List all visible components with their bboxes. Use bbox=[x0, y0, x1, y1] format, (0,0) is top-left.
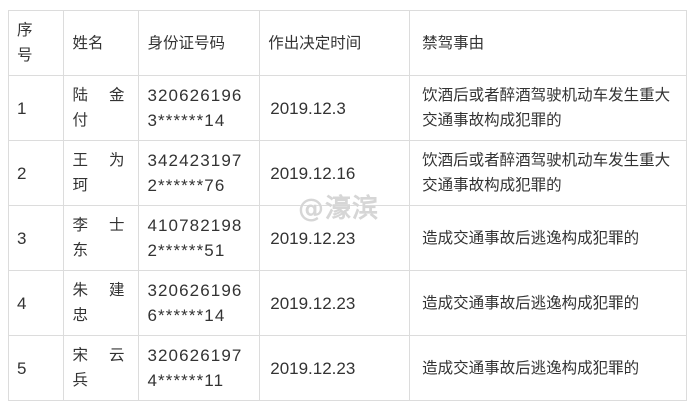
cell-name: 陆金付 bbox=[63, 75, 140, 141]
cell-seq: 4 bbox=[7, 270, 65, 336]
cell-date: 2019.12.23 bbox=[259, 335, 411, 401]
table-row: 1 陆金付 3206261963******14 2019.12.3 饮酒后或者醉酒驾驶… bbox=[7, 75, 687, 141]
cell-id: 3206261963******14 bbox=[138, 75, 261, 141]
cell-date: 2019.12.23 bbox=[259, 205, 411, 271]
header-seq: 序号 bbox=[7, 10, 65, 76]
header-id: 身份证号码 bbox=[138, 10, 261, 76]
header-date: 作出决定时间 bbox=[259, 10, 411, 76]
cell-date: 2019.12.23 bbox=[259, 270, 411, 336]
table-row: 3 李士东 4107821982******51 2019.12.23 造成交通事故后逃… bbox=[7, 205, 687, 271]
header-name: 姓名 bbox=[63, 10, 140, 76]
cell-reason: 造成交通事故后逃逸构成犯罪的 bbox=[409, 205, 687, 271]
table-row: 5 宋云兵 3206261974******11 2019.12.23 造成交通事故后逃… bbox=[7, 335, 687, 401]
header-reason: 禁驾事由 bbox=[409, 10, 687, 76]
table-row: 2 王为珂 3424231972******76 2019.12.16 饮酒后或者醉酒驾… bbox=[7, 140, 687, 206]
cell-reason: 饮酒后或者醉酒驾驶机动车发生重大交通事故构成犯罪的 bbox=[409, 140, 687, 206]
cell-id: 3424231972******76 bbox=[138, 140, 261, 206]
cell-seq: 2 bbox=[7, 140, 65, 206]
cell-seq: 5 bbox=[7, 335, 65, 401]
cell-reason: 饮酒后或者醉酒驾驶机动车发生重大交通事故构成犯罪的 bbox=[409, 75, 687, 141]
cell-date: 2019.12.3 bbox=[259, 75, 411, 141]
cell-seq: 3 bbox=[7, 205, 65, 271]
cell-id: 3206261974******11 bbox=[138, 335, 261, 401]
cell-reason: 造成交通事故后逃逸构成犯罪的 bbox=[409, 270, 687, 336]
cell-name: 朱建忠 bbox=[63, 270, 140, 336]
cell-id: 4107821982******51 bbox=[138, 205, 261, 271]
cell-id: 3206261966******14 bbox=[138, 270, 261, 336]
cell-name: 王为珂 bbox=[63, 140, 140, 206]
table-row: 4 朱建忠 3206261966******14 2019.12.23 造成交通事故后逃… bbox=[7, 270, 687, 336]
cell-name: 宋云兵 bbox=[63, 335, 140, 401]
driving-ban-table: 序号 姓名 身份证号码 作出决定时间 禁驾事由 1 陆金付 3206261963**… bbox=[7, 10, 687, 401]
cell-reason: 造成交通事故后逃逸构成犯罪的 bbox=[409, 335, 687, 401]
cell-seq: 1 bbox=[7, 75, 65, 141]
table-header-row: 序号 姓名 身份证号码 作出决定时间 禁驾事由 bbox=[7, 10, 687, 76]
cell-date: 2019.12.16 bbox=[259, 140, 411, 206]
cell-name: 李士东 bbox=[63, 205, 140, 271]
